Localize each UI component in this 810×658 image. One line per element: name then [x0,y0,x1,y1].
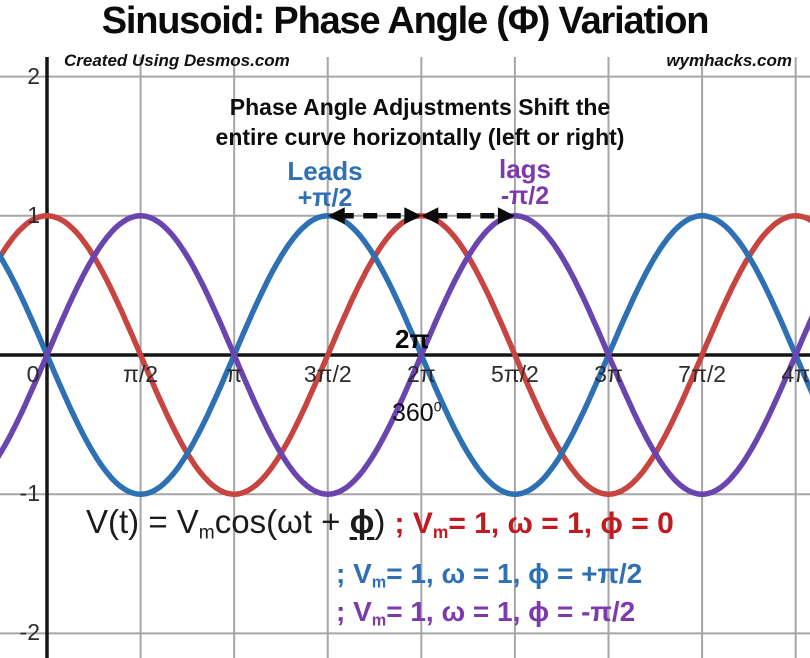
formula-params-red: ; Vm= 1, ω = 1, ϕ = 0 [394,507,674,542]
degrees-superscript: 0 [433,399,442,415]
arrowhead-right-icon [404,207,422,225]
x-tick-label: 0 [26,361,40,387]
formula-black: V(t) = Vmcos(ωt + ϕ) [86,503,395,544]
x-tick-label: π [226,361,243,387]
note-line-2: entire curve horizontally (left or right… [215,124,625,150]
y-tick-label: -1 [19,480,40,507]
period-radians-label: 2π [395,324,430,354]
page-title-text: Sinusoid: Phase Angle (Φ) Variation [101,0,710,42]
formula-params-blue: ; Vm= 1, ω = 1, ϕ = +π/2 [336,558,643,592]
x-tick-label: 5π/2 [490,361,539,387]
y-tick-label: 2 [27,62,40,89]
curve-series-1 [0,213,810,497]
x-tick-label: π/2 [123,361,159,387]
lags-label: lags [498,154,552,184]
arrowhead-right-icon [497,207,515,225]
x-tick-label: 4π [781,361,810,387]
x-tick-label: 2π [406,361,436,387]
lags-annotation: lags -π/2 [470,156,580,210]
leads-annotation: Leads +π/2 [270,158,380,212]
x-tick-label: 3π/2 [303,361,352,387]
arrowhead-left-icon [421,207,439,225]
leads-value: +π/2 [297,184,353,212]
phase-shift-note: Phase Angle Adjustments Shift the entire… [165,92,675,152]
lags-value: -π/2 [500,182,550,210]
x-tick-label: 7π/2 [678,361,726,387]
page-title: Sinusoid: Phase Angle (Φ) Variation [0,0,810,43]
x-tick-label: 3π [594,361,623,387]
voltage-formula: V(t) = Vmcos(ωt + ϕ) ; Vm= 1, ω = 1, ϕ =… [86,503,674,544]
arrowhead-left-icon [327,207,345,225]
desmos-credit: Created Using Desmos.com [64,51,290,70]
period-degrees-label: 3600 [392,399,442,427]
curve-series-2 [0,213,810,497]
phi-symbol: ϕ [349,503,375,540]
y-tick-label: 1 [27,201,40,228]
y-tick-label: -2 [19,619,40,646]
note-line-1: Phase Angle Adjustments Shift the [229,94,611,120]
formula-params-purple: ; Vm= 1, ω = 1, ϕ = -π/2 [336,596,636,630]
leads-label: Leads [287,156,363,186]
watermark: wymhacks.com [666,51,792,70]
